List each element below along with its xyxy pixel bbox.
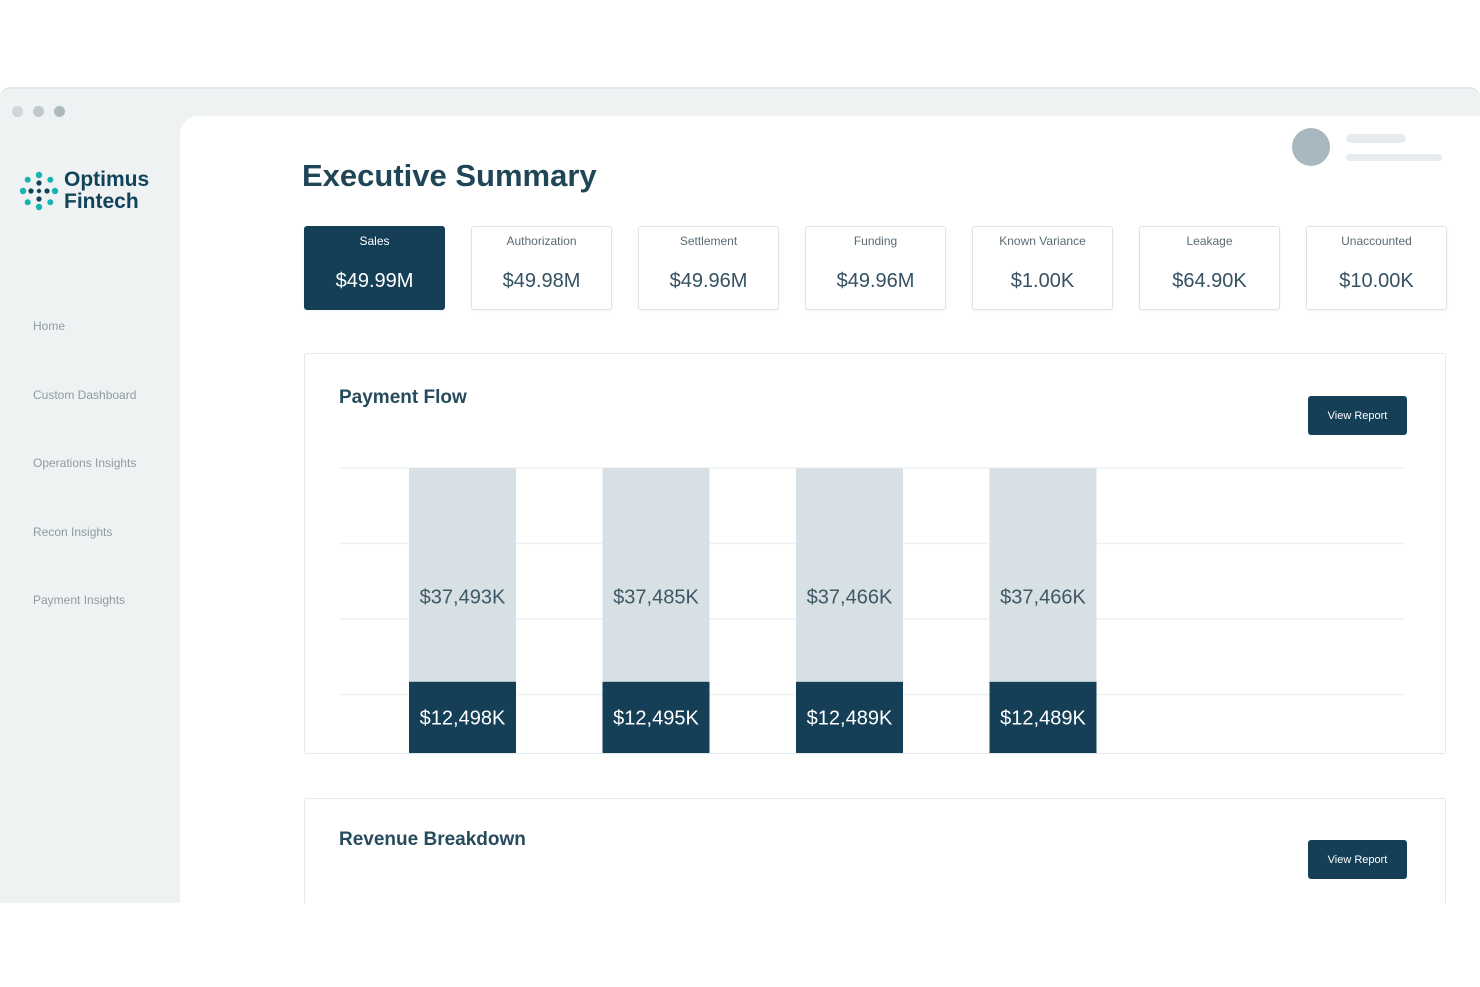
bar-lower-segment <box>409 681 516 753</box>
kpi-label: Sales <box>359 234 390 248</box>
page-title: Executive Summary <box>302 158 597 193</box>
sidebar-nav: Home Custom Dashboard Operations Insight… <box>33 319 136 662</box>
nav-item-operations-insights[interactable]: Operations Insights <box>33 456 137 470</box>
bar-upper-label: $37,493K <box>420 586 506 608</box>
revenue-breakdown-title: Revenue Breakdown <box>339 829 526 850</box>
nav-item-custom-dashboard[interactable]: Custom Dashboard <box>33 387 137 402</box>
kpi-value: $64.90K <box>1172 270 1247 292</box>
kpi-value: $10.00K <box>1339 270 1414 292</box>
brand-line-1: Optimus <box>64 168 150 191</box>
main-content: Executive Summary Sales $49.99M Authoriz… <box>180 116 1480 903</box>
user-menu[interactable] <box>1292 128 1442 166</box>
bar-upper-label: $37,485K <box>613 586 699 608</box>
brand-line-2: Fintech <box>64 190 139 213</box>
app-window: Optimus Fintech Home Custom Dashboard Op… <box>0 87 1480 903</box>
kpi-label: Known Variance <box>999 234 1086 248</box>
bar-upper-segment <box>989 468 1097 682</box>
brand-logo[interactable]: Optimus Fintech <box>18 169 149 213</box>
payment-flow-card: Payment Flow View Report $37,493K $12,498… <box>304 353 1446 754</box>
kpi-label: Authorization <box>506 234 577 248</box>
kpi-label: Leakage <box>1186 234 1233 248</box>
window-maximize-dot[interactable] <box>54 106 65 117</box>
kpi-settlement[interactable]: Settlement $49.96M <box>638 226 779 310</box>
bar-lower-label: $12,495K <box>613 707 699 729</box>
bar-lower-label: $12,489K <box>807 707 893 729</box>
window-controls <box>12 106 65 117</box>
nav-item-recon-insights[interactable]: Recon Insights <box>33 524 113 539</box>
bar-lower-label: $12,489K <box>1000 707 1086 729</box>
bar-lower-label: $12,498K <box>420 707 506 729</box>
bar-upper-segment <box>602 468 710 682</box>
window-minimize-dot[interactable] <box>33 106 44 117</box>
kpi-label: Funding <box>853 234 898 248</box>
nav-item-payment-insights[interactable]: Payment Insights <box>33 593 126 607</box>
kpi-value: $49.96M <box>669 270 748 292</box>
user-role-placeholder <box>1346 153 1442 161</box>
payment-flow-chart-svg: $37,493K $12,498K $37,485K $12,495K $37,466K… <box>339 467 1405 753</box>
revenue-breakdown-card: Revenue Breakdown View Report <box>304 798 1446 903</box>
bar-lower-segment <box>602 681 710 753</box>
kpi-value: $49.96M <box>836 270 915 292</box>
kpi-authorization[interactable]: Authorization $49.98M <box>471 226 612 310</box>
window-close-dot[interactable] <box>12 106 23 117</box>
kpi-label: Unaccounted <box>1341 234 1412 248</box>
bar-lower-segment <box>989 681 1097 753</box>
bar-upper-label: $37,466K <box>807 586 893 608</box>
payment-flow-chart: $37,493K $12,498K $37,485K $12,495K $37,466K… <box>339 464 1405 753</box>
kpi-value: $1.00K <box>1010 270 1075 292</box>
bar-upper-segment <box>796 468 903 682</box>
avatar[interactable] <box>1292 128 1330 166</box>
bar-upper-label: $37,466K <box>1000 586 1086 608</box>
payment-flow-view-report-button[interactable]: View Report <box>1308 396 1407 435</box>
kpi-unaccounted[interactable]: Unaccounted $10.00K <box>1306 226 1447 310</box>
user-placeholder-lines <box>1346 133 1442 161</box>
brand-name: Optimus Fintech <box>64 169 149 213</box>
bar-lower-segment <box>796 681 903 753</box>
sidebar: Optimus Fintech Home Custom Dashboard Op… <box>0 89 180 903</box>
kpi-value: $49.99M <box>335 270 414 292</box>
revenue-breakdown-view-report-button[interactable]: View Report <box>1308 840 1407 879</box>
user-name-placeholder <box>1346 133 1406 143</box>
payment-flow-title: Payment Flow <box>339 387 467 408</box>
bar-upper-segment <box>409 468 516 682</box>
kpi-leakage[interactable]: Leakage $64.90K <box>1139 226 1280 310</box>
nav-item-home[interactable]: Home <box>33 319 66 333</box>
kpi-funding[interactable]: Funding $49.96M <box>805 226 946 310</box>
kpi-tabs: Sales $49.99M Authorization $49.98M Sett… <box>304 226 1447 310</box>
kpi-value: $49.98M <box>502 270 581 292</box>
logo-mark-icon <box>19 171 59 211</box>
kpi-sales[interactable]: Sales $49.99M <box>304 226 445 310</box>
kpi-label: Settlement <box>679 234 738 248</box>
kpi-known-variance[interactable]: Known Variance $1.00K <box>972 226 1113 310</box>
